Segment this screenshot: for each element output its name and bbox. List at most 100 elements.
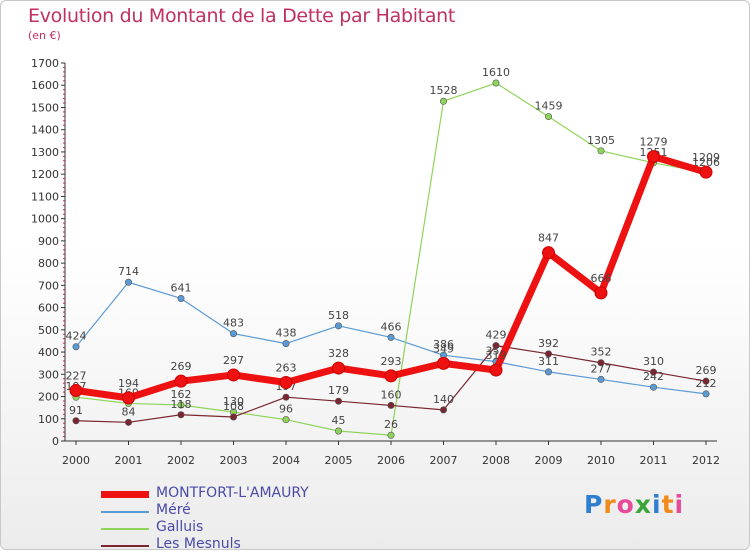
data-point-les-mesnuls bbox=[387, 401, 395, 409]
x-tick-label: 2008 bbox=[482, 454, 510, 467]
x-tick-label: 2005 bbox=[325, 454, 353, 467]
data-point-galluis bbox=[334, 427, 342, 435]
data-label-m-r-: 518 bbox=[328, 309, 349, 322]
logo-letter: r bbox=[603, 490, 617, 519]
data-label-montfort-l-amaury: 263 bbox=[276, 362, 297, 375]
data-label-galluis: 45 bbox=[332, 414, 346, 427]
x-tick-label: 2011 bbox=[640, 454, 668, 467]
y-tick-label: 900 bbox=[38, 235, 59, 248]
y-tick-label: 1600 bbox=[31, 79, 59, 92]
logo-letter: P bbox=[584, 490, 604, 519]
y-tick-label: 1000 bbox=[31, 213, 59, 226]
data-label-galluis: 130 bbox=[223, 395, 244, 408]
data-point-montfort-l-amaury bbox=[279, 376, 293, 390]
data-point-les-mesnuls bbox=[492, 342, 500, 350]
data-label-les-mesnuls: 108 bbox=[223, 400, 244, 413]
data-label-montfort-l-amaury: 319 bbox=[486, 349, 507, 362]
data-label-m-r-: 277 bbox=[591, 362, 612, 375]
chart-title: Evolution du Montant de la Dette par Hab… bbox=[28, 5, 456, 27]
data-point-galluis bbox=[177, 401, 185, 409]
data-label-les-mesnuls: 160 bbox=[381, 388, 402, 401]
data-point-m-r- bbox=[544, 368, 552, 376]
data-label-les-mesnuls: 118 bbox=[171, 398, 192, 411]
data-label-les-mesnuls: 179 bbox=[328, 384, 349, 397]
data-label-les-mesnuls: 84 bbox=[122, 405, 136, 418]
y-tick-label: 300 bbox=[38, 368, 59, 381]
data-point-m-r- bbox=[387, 333, 395, 341]
y-tick-label: 1200 bbox=[31, 168, 59, 181]
data-label-les-mesnuls: 352 bbox=[591, 346, 612, 359]
data-point-m-r- bbox=[702, 390, 710, 398]
data-label-m-r-: 466 bbox=[381, 320, 402, 333]
data-point-les-mesnuls bbox=[334, 397, 342, 405]
data-label-m-r-: 714 bbox=[118, 265, 139, 278]
x-tick-label: 2010 bbox=[587, 454, 615, 467]
data-point-m-r- bbox=[230, 330, 238, 338]
legend-label: Les Mesnuls bbox=[156, 536, 241, 552]
y-tick-label: 500 bbox=[38, 324, 59, 337]
data-point-montfort-l-amaury bbox=[332, 361, 345, 375]
logo-letter: i bbox=[674, 490, 685, 519]
data-point-les-mesnuls bbox=[177, 411, 185, 419]
data-point-m-r- bbox=[177, 294, 185, 302]
data-point-montfort-l-amaury bbox=[174, 374, 188, 388]
legend-label: Galluis bbox=[156, 519, 204, 535]
y-tick-label: 200 bbox=[38, 391, 59, 404]
y-tick-label: 1100 bbox=[31, 190, 59, 203]
data-point-m-r- bbox=[649, 383, 657, 391]
y-tick-label: 1400 bbox=[31, 124, 59, 137]
legend-swatch bbox=[101, 545, 149, 547]
data-label-m-r-: 483 bbox=[223, 317, 244, 330]
data-label-m-r-: 641 bbox=[171, 281, 192, 294]
data-label-galluis: 1459 bbox=[535, 100, 563, 113]
x-tick-label: 2006 bbox=[377, 454, 405, 467]
data-label-galluis: 1528 bbox=[430, 84, 458, 97]
y-tick-label: 100 bbox=[38, 413, 59, 426]
x-tick-label: 2007 bbox=[430, 454, 458, 467]
data-label-galluis: 1305 bbox=[587, 134, 615, 147]
x-tick-label: 2004 bbox=[272, 454, 300, 467]
data-point-montfort-l-amaury bbox=[227, 368, 240, 382]
data-label-m-r-: 311 bbox=[538, 355, 559, 368]
data-point-les-mesnuls bbox=[439, 406, 447, 414]
legend-swatch bbox=[101, 528, 149, 530]
data-point-m-r- bbox=[125, 278, 133, 286]
legend-swatch bbox=[101, 511, 149, 513]
y-tick-label: 400 bbox=[38, 346, 59, 359]
data-point-les-mesnuls bbox=[72, 417, 80, 425]
x-tick-label: 2012 bbox=[692, 454, 720, 467]
data-point-m-r- bbox=[597, 375, 605, 383]
data-label-montfort-l-amaury: 227 bbox=[66, 370, 87, 383]
data-label-montfort-l-amaury: 194 bbox=[118, 377, 139, 390]
logo-letter: i bbox=[652, 490, 662, 519]
y-tick-label: 0 bbox=[52, 435, 59, 448]
data-label-montfort-l-amaury: 293 bbox=[381, 355, 402, 368]
data-point-m-r- bbox=[282, 340, 290, 348]
data-label-montfort-l-amaury: 269 bbox=[171, 360, 192, 373]
data-point-montfort-l-amaury bbox=[384, 369, 398, 383]
data-label-montfort-l-amaury: 847 bbox=[538, 232, 559, 245]
data-point-les-mesnuls bbox=[597, 359, 605, 367]
x-tick-label: 2000 bbox=[62, 454, 90, 467]
data-label-galluis: 162 bbox=[171, 388, 192, 401]
data-point-montfort-l-amaury bbox=[542, 246, 555, 260]
data-point-les-mesnuls bbox=[230, 413, 238, 421]
data-point-montfort-l-amaury bbox=[647, 150, 660, 164]
data-label-les-mesnuls: 269 bbox=[696, 364, 717, 377]
y-tick-label: 800 bbox=[38, 257, 59, 270]
data-label-galluis: 1206 bbox=[692, 156, 720, 169]
data-point-montfort-l-amaury bbox=[69, 384, 83, 398]
logo-letter: x bbox=[634, 490, 652, 519]
data-label-galluis: 26 bbox=[384, 418, 398, 431]
chart-subtitle: (en €) bbox=[28, 29, 61, 42]
data-label-montfort-l-amaury: 1209 bbox=[692, 151, 720, 164]
data-point-les-mesnuls bbox=[544, 350, 552, 358]
data-label-les-mesnuls: 140 bbox=[433, 393, 454, 406]
data-point-montfort-l-amaury bbox=[594, 286, 608, 300]
x-tick-label: 2001 bbox=[115, 454, 143, 467]
data-label-montfort-l-amaury: 666 bbox=[591, 272, 612, 285]
data-label-m-r-: 424 bbox=[66, 330, 87, 343]
data-point-galluis bbox=[597, 147, 605, 155]
data-point-galluis bbox=[282, 416, 290, 424]
